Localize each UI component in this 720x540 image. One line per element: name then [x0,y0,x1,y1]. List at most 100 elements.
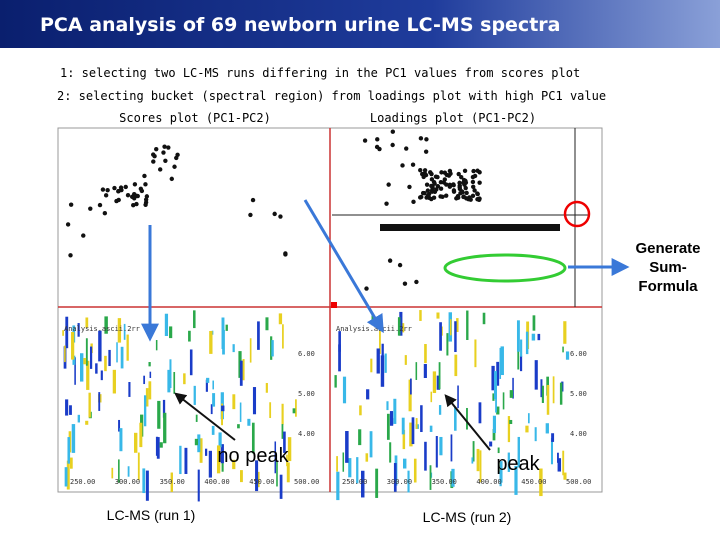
scatter-dot [175,152,180,158]
scatter-dot [424,182,430,187]
lcms-streak [247,418,251,426]
lcms-streak [119,428,123,452]
lcms-streak [497,447,500,454]
lcms-streak [334,375,337,388]
lcms-streak [379,328,381,354]
scatter-dot [88,206,93,211]
lcms-streak [286,454,288,467]
scatter-dot [448,171,453,176]
scatter-dot [425,193,431,198]
lcms-streak [450,434,453,462]
lcms-streak [148,362,151,367]
lcms-streak [369,431,373,458]
lcms-streak [435,436,438,468]
highlight [443,253,567,283]
lcms-streak [66,460,70,490]
scatter-dot [102,211,108,216]
lcms-streak [358,429,362,446]
lcms-streak [557,452,559,463]
lcms-streak [413,458,417,483]
lcms-streak [402,458,407,469]
lcms-streak [499,347,502,379]
lcms-streak [456,318,459,332]
lcms-streak [62,330,64,336]
lcms-streak [507,452,510,472]
lcms-streak [239,360,243,386]
lcms-streak [557,458,562,472]
lcms-streak [274,441,277,474]
scatter-dot [169,176,174,182]
lcms-streak [361,470,365,498]
lcms-streak [211,425,215,435]
scatter-dot [387,258,393,263]
scatter-dot [422,168,428,173]
lcms-streak [423,364,427,378]
lcms-streak [159,442,163,448]
lcms-streak [242,359,245,381]
scatter-dot [424,137,429,142]
note: 2: selecting bucket (spectral region) fr… [57,89,606,103]
lcms-streak [281,403,284,425]
scatter-dot [172,164,177,169]
lcms-streak [534,360,538,390]
lcms-streak [345,431,349,463]
scatter-dot [442,170,448,175]
lcms-streak [563,472,567,480]
lcms-streak [239,402,242,422]
lcms-streak [265,317,269,331]
lcms-streak [500,461,503,483]
scatter-dot [423,172,429,178]
lcms-streak [237,424,240,429]
lcms-streak [559,382,563,405]
lcms-streak [77,414,81,423]
scatter-dot [423,149,429,154]
lcms-streak [281,424,284,439]
lcms-streak [493,371,497,400]
scatter-dot [118,185,124,190]
lcms-streak [419,310,422,321]
tick-label: 350.00 [432,478,457,486]
scatter-dot [374,144,380,150]
scatter-dot [143,202,148,208]
lcms-streak [69,457,73,469]
note: 1: selecting two LC-MS runs differing in… [60,66,580,80]
lcms-streak [209,330,213,354]
scatter-dot [390,142,395,148]
lcms-streak [562,346,564,353]
scatter-dot [432,181,437,186]
scatter-dot [362,138,368,143]
scatter-dot [429,183,434,189]
lcms-streak [386,401,389,411]
scatter-dot [418,136,424,141]
lcms-streak [85,317,89,328]
lcms-streak [225,324,228,331]
lcms-streak [366,389,370,400]
scatter-dot [162,144,167,149]
lcms-streak [384,353,387,373]
lcms-streak [137,452,140,481]
scatter-dot [477,170,482,175]
lcms-streak [279,474,283,499]
lcms-streak [436,375,441,390]
lcms-streak [156,437,160,459]
lcms-streak [197,469,200,502]
scatter-dot [471,184,476,189]
lcms-streak [67,437,71,464]
lcms-streak [537,333,541,341]
lcms-streak [64,467,68,487]
scatter-dot [438,194,443,199]
lcms-streak [429,425,433,432]
lcms-streak [282,324,284,349]
scatter-dot [65,222,71,227]
scatter-dot [461,194,466,199]
scatter-dot [444,193,449,198]
lcms-streak [438,362,441,390]
scatter-dot [457,180,462,186]
scatter-dot [105,187,110,193]
scatter-dot [451,189,457,194]
lcms-streak [167,369,171,393]
lcms-streak [415,362,418,380]
lcms-streak [206,377,210,383]
lcms-streak [517,342,520,370]
lcms-streak [449,319,452,336]
